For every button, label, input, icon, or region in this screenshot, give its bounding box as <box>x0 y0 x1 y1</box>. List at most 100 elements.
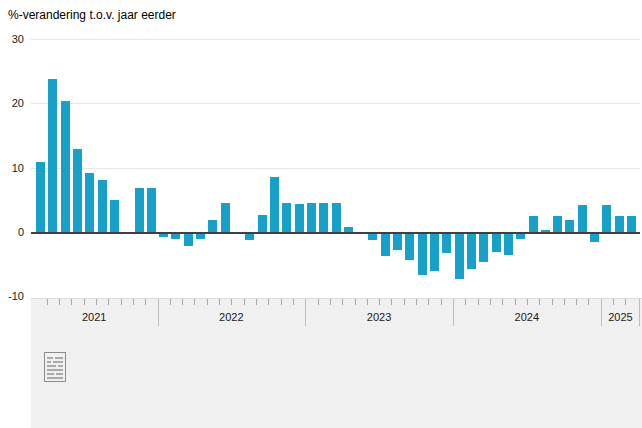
bar[interactable] <box>258 215 267 233</box>
cbs-logo <box>44 352 66 382</box>
x-axis-year-label: 2022 <box>219 311 243 323</box>
month-tick <box>281 299 282 305</box>
month-tick <box>256 299 257 305</box>
x-axis-year-label: 2021 <box>82 311 106 323</box>
bar[interactable] <box>442 234 451 253</box>
month-tick <box>539 299 540 305</box>
month-tick <box>342 299 343 305</box>
month-tick <box>416 299 417 305</box>
bar[interactable] <box>85 173 94 233</box>
month-tick <box>428 299 429 305</box>
bar[interactable] <box>110 200 119 234</box>
bar[interactable] <box>270 177 279 233</box>
bar[interactable] <box>245 234 254 240</box>
bar[interactable] <box>184 234 193 246</box>
month-tick <box>502 299 503 305</box>
bar[interactable] <box>319 203 328 233</box>
month-tick <box>564 299 565 305</box>
chart-container: %-verandering t.o.v. jaar eerder 30 20 10 0… <box>0 0 642 428</box>
month-tick <box>490 299 491 305</box>
bar[interactable] <box>282 203 291 233</box>
gridline <box>31 168 640 169</box>
y-axis-label: -10 <box>0 291 24 302</box>
bar[interactable] <box>196 234 205 239</box>
bar[interactable] <box>295 204 304 233</box>
bar[interactable] <box>73 149 82 233</box>
bar[interactable] <box>504 234 513 255</box>
month-tick <box>121 299 122 305</box>
bar[interactable] <box>479 234 488 262</box>
x-axis-year-label: 2023 <box>367 311 391 323</box>
month-tick <box>194 299 195 305</box>
bar[interactable] <box>393 234 402 250</box>
y-axis-label: 20 <box>0 98 24 109</box>
bar[interactable] <box>405 234 414 260</box>
month-tick <box>441 299 442 305</box>
y-axis-label: 10 <box>0 163 24 174</box>
x-axis-year-label: 2025 <box>608 311 632 323</box>
month-tick <box>355 299 356 305</box>
bar[interactable] <box>590 234 599 242</box>
y-axis-label: 30 <box>0 34 24 45</box>
month-tick <box>145 299 146 305</box>
gridline <box>31 103 640 104</box>
bar[interactable] <box>368 234 377 240</box>
bar[interactable] <box>418 234 427 275</box>
bar[interactable] <box>307 203 316 233</box>
bar[interactable] <box>36 162 45 233</box>
bar[interactable] <box>159 234 168 237</box>
bar[interactable] <box>553 216 562 233</box>
month-tick <box>515 299 516 305</box>
bar[interactable] <box>221 203 230 233</box>
bar[interactable] <box>516 234 525 239</box>
bar[interactable] <box>615 216 624 233</box>
year-divider <box>601 299 602 326</box>
month-tick <box>96 299 97 305</box>
month-tick <box>527 299 528 305</box>
month-tick <box>318 299 319 305</box>
bar[interactable] <box>332 203 341 233</box>
x-axis-band <box>31 298 642 428</box>
chart-title: %-verandering t.o.v. jaar eerder <box>8 8 176 22</box>
month-tick <box>231 299 232 305</box>
month-tick <box>379 299 380 305</box>
year-divider <box>158 299 159 326</box>
bar[interactable] <box>492 234 501 252</box>
bar[interactable] <box>565 220 574 234</box>
bar[interactable] <box>529 216 538 233</box>
month-tick <box>219 299 220 305</box>
bar[interactable] <box>602 205 611 233</box>
bar[interactable] <box>430 234 439 271</box>
bar[interactable] <box>578 205 587 233</box>
bar[interactable] <box>455 234 464 279</box>
month-tick <box>576 299 577 305</box>
month-tick <box>367 299 368 305</box>
bar[interactable] <box>381 234 390 256</box>
month-tick <box>588 299 589 305</box>
month-tick <box>293 299 294 305</box>
bar[interactable] <box>98 180 107 233</box>
month-tick <box>391 299 392 305</box>
month-tick <box>404 299 405 305</box>
month-tick <box>625 299 626 305</box>
month-tick <box>552 299 553 305</box>
bar[interactable] <box>48 79 57 233</box>
month-tick <box>108 299 109 305</box>
bar[interactable] <box>467 234 476 269</box>
month-tick <box>182 299 183 305</box>
month-tick <box>478 299 479 305</box>
axis-right-edge <box>639 299 640 326</box>
month-tick <box>84 299 85 305</box>
y-axis-label: 0 <box>0 227 24 238</box>
year-divider <box>305 299 306 326</box>
month-tick <box>71 299 72 305</box>
bar[interactable] <box>135 188 144 233</box>
month-tick <box>244 299 245 305</box>
bar[interactable] <box>61 101 70 233</box>
x-axis-year-label: 2024 <box>515 311 539 323</box>
bar[interactable] <box>147 188 156 233</box>
month-tick <box>465 299 466 305</box>
bar[interactable] <box>171 234 180 239</box>
bar[interactable] <box>627 216 636 233</box>
month-tick <box>330 299 331 305</box>
